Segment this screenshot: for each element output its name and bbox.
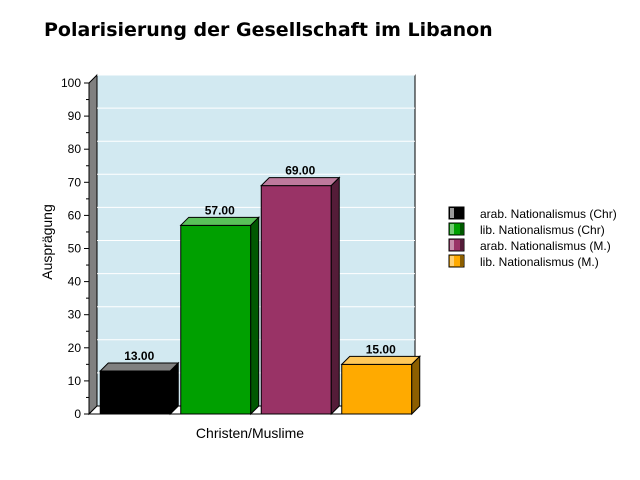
bar-top bbox=[260, 177, 341, 187]
legend-swatch-shadow bbox=[460, 208, 463, 218]
legend-swatch-highlight bbox=[450, 208, 454, 218]
data-label: 57.00 bbox=[205, 203, 235, 217]
bar bbox=[179, 216, 260, 416]
y-tick-label: 20 bbox=[68, 341, 82, 355]
legend-item: arab. Nationalismus (Chr) bbox=[448, 206, 617, 221]
y-axis-title: Ausprägung bbox=[39, 204, 55, 280]
legend-swatch-shadow bbox=[460, 224, 463, 234]
y-tick-label: 80 bbox=[68, 142, 82, 156]
legend-item: lib. Nationalismus (M.) bbox=[448, 254, 599, 269]
y-tick-label: 70 bbox=[68, 175, 82, 189]
bar bbox=[260, 176, 341, 416]
bar-top bbox=[99, 362, 180, 372]
y-tick-label: 10 bbox=[68, 374, 82, 388]
y-tick-label: 0 bbox=[74, 407, 81, 421]
legend: arab. Nationalismus (Chr) lib. Nationalis… bbox=[448, 206, 617, 269]
legend-label: arab. Nationalismus (M.) bbox=[480, 239, 611, 253]
data-label: 69.00 bbox=[285, 164, 315, 178]
legend-swatch-shadow bbox=[460, 240, 463, 250]
bar-side bbox=[250, 216, 260, 416]
legend-item: arab. Nationalismus (M.) bbox=[448, 238, 611, 253]
bar-front bbox=[260, 185, 332, 415]
x-axis-title: Christen/Muslime bbox=[196, 425, 304, 441]
plot-side-wall bbox=[88, 73, 98, 416]
data-labels: 13.00 57.00 69.00 15.00 bbox=[124, 164, 396, 363]
y-tick-label: 90 bbox=[68, 109, 82, 123]
bar-front bbox=[341, 363, 413, 415]
data-label: 15.00 bbox=[366, 342, 396, 356]
bar bbox=[340, 355, 421, 416]
y-tick-label: 50 bbox=[68, 242, 82, 256]
bar-side bbox=[411, 355, 421, 416]
legend-item: lib. Nationalismus (Chr) bbox=[448, 222, 605, 237]
bars bbox=[99, 176, 421, 416]
legend-swatch-shadow bbox=[460, 256, 463, 266]
y-tick-label: 40 bbox=[68, 275, 82, 289]
bar-side bbox=[330, 176, 340, 416]
legend-label: arab. Nationalismus (Chr) bbox=[480, 207, 617, 221]
chart-title: Polarisierung der Gesellschaft im Libano… bbox=[44, 19, 493, 41]
bar-top bbox=[340, 355, 421, 365]
bar-front bbox=[180, 224, 252, 415]
bar-top bbox=[179, 216, 260, 226]
y-axis: 0 10 20 30 40 50 60 70 80 90 100 bbox=[61, 76, 89, 421]
data-label: 13.00 bbox=[124, 349, 154, 363]
bar-side bbox=[169, 361, 179, 416]
legend-swatch-highlight bbox=[450, 256, 454, 266]
legend-label: lib. Nationalismus (Chr) bbox=[480, 223, 605, 237]
y-tick-label: 100 bbox=[61, 76, 81, 90]
legend-swatch-highlight bbox=[450, 240, 454, 250]
y-tick-label: 30 bbox=[68, 308, 82, 322]
bar-front bbox=[99, 370, 171, 415]
legend-label: lib. Nationalismus (M.) bbox=[480, 255, 599, 269]
y-tick-label: 60 bbox=[68, 208, 82, 222]
bar bbox=[99, 361, 180, 416]
legend-swatch-highlight bbox=[450, 224, 454, 234]
